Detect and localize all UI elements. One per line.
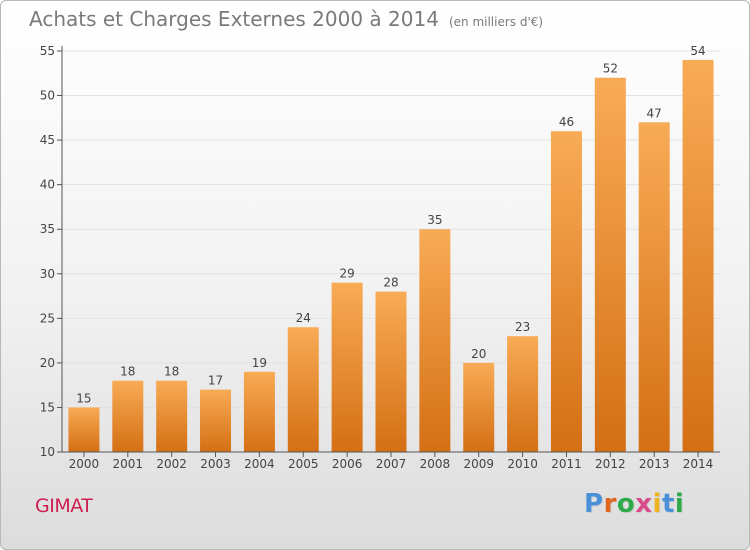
bar bbox=[200, 389, 232, 452]
y-tick-label: 25 bbox=[40, 311, 55, 325]
logo-letter: x bbox=[635, 489, 653, 519]
y-tick-label: 15 bbox=[40, 400, 55, 414]
x-tick-label: 2003 bbox=[200, 457, 231, 471]
x-tick-label: 2008 bbox=[420, 457, 451, 471]
y-tick-label: 10 bbox=[40, 445, 55, 459]
bar bbox=[507, 336, 539, 452]
x-tick-label: 2004 bbox=[244, 457, 275, 471]
x-tick-label: 2014 bbox=[683, 457, 714, 471]
y-tick-label: 20 bbox=[40, 356, 55, 370]
data-label: 35 bbox=[427, 213, 442, 227]
data-label: 47 bbox=[647, 106, 662, 120]
data-label: 17 bbox=[208, 374, 223, 388]
y-tick-label: 55 bbox=[40, 44, 55, 58]
bar bbox=[287, 327, 319, 452]
x-tick-label: 2011 bbox=[551, 457, 582, 471]
place-name: GIMAT bbox=[35, 495, 93, 517]
data-label: 28 bbox=[383, 276, 398, 290]
bar bbox=[419, 229, 451, 452]
chart-title-text: Achats et Charges Externes 2000 à 2014 bbox=[29, 7, 439, 31]
bar bbox=[68, 407, 100, 452]
x-tick-label: 2007 bbox=[376, 457, 407, 471]
y-tick-label: 35 bbox=[40, 222, 55, 236]
x-tick-label: 2000 bbox=[69, 457, 100, 471]
data-label: 46 bbox=[559, 115, 574, 129]
chart-title: Achats et Charges Externes 2000 à 2014 (e… bbox=[29, 7, 543, 31]
logo-letter: o bbox=[616, 489, 636, 519]
logo-letter: i bbox=[674, 489, 685, 519]
bar bbox=[156, 380, 188, 452]
bar bbox=[682, 59, 714, 453]
data-label: 20 bbox=[471, 347, 486, 361]
data-label: 18 bbox=[120, 365, 135, 379]
x-tick-label: 2010 bbox=[507, 457, 538, 471]
bar bbox=[463, 362, 495, 452]
data-label: 23 bbox=[515, 320, 530, 334]
labels: 10 15 20 25 30 35 40 45 50 55 15 2000 18 2001 18 2002 17… bbox=[40, 44, 714, 471]
y-tick-label: 45 bbox=[40, 133, 55, 147]
x-tick-label: 2002 bbox=[156, 457, 187, 471]
x-tick-label: 2012 bbox=[595, 457, 626, 471]
chart-unit: (en milliers d'€) bbox=[448, 15, 544, 29]
bars bbox=[68, 59, 714, 453]
bar bbox=[594, 77, 626, 452]
y-tick-label: 50 bbox=[40, 89, 55, 103]
logo-letter: r bbox=[603, 489, 617, 519]
proxiti-logo: Proxiti bbox=[584, 489, 684, 519]
bar bbox=[331, 282, 363, 452]
data-label: 24 bbox=[296, 311, 311, 325]
x-tick-label: 2013 bbox=[639, 457, 670, 471]
logo-letter: P bbox=[584, 489, 604, 519]
bar bbox=[550, 131, 582, 452]
y-tick-label: 40 bbox=[40, 178, 55, 192]
logo-letter: i bbox=[652, 489, 662, 519]
x-tick-label: 2006 bbox=[332, 457, 363, 471]
axes bbox=[57, 46, 720, 457]
bar bbox=[243, 371, 275, 452]
data-label: 54 bbox=[690, 44, 705, 58]
data-label: 18 bbox=[164, 365, 179, 379]
data-label: 19 bbox=[252, 356, 267, 370]
y-tick-label: 30 bbox=[40, 267, 55, 281]
logo-letter: t bbox=[661, 489, 675, 519]
x-tick-label: 2005 bbox=[288, 457, 319, 471]
bar bbox=[375, 291, 407, 452]
data-label: 52 bbox=[603, 62, 618, 76]
x-tick-label: 2009 bbox=[463, 457, 494, 471]
bar bbox=[112, 380, 144, 452]
data-label: 29 bbox=[339, 267, 354, 281]
data-label: 15 bbox=[76, 391, 91, 405]
x-tick-label: 2001 bbox=[113, 457, 144, 471]
bar bbox=[638, 122, 670, 453]
